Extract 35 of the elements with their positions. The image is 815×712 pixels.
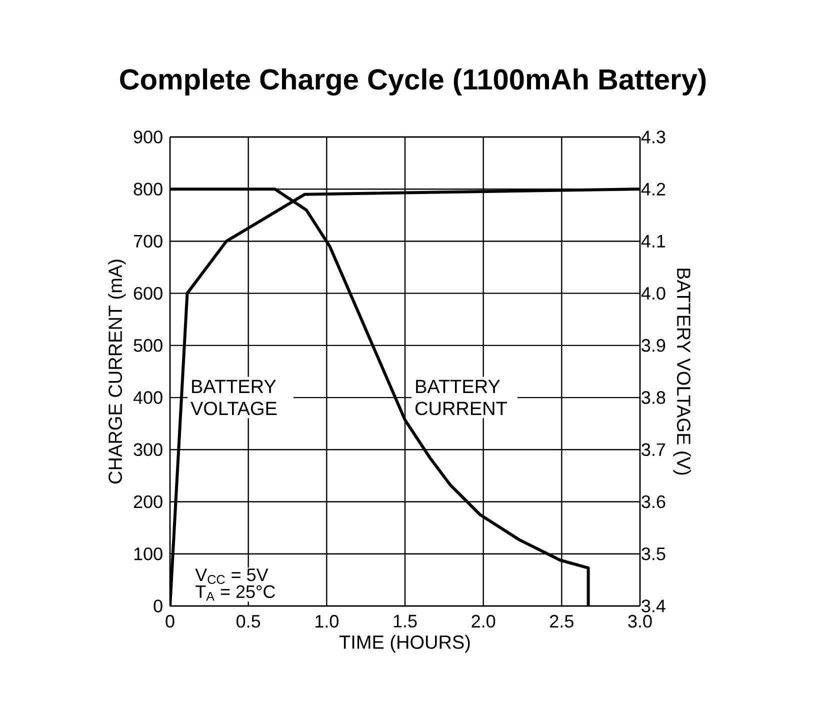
y-tick-label: 100 [134, 547, 162, 560]
y-axis-title: CHARGE CURRENT (mA) [108, 260, 126, 484]
y2-tick-label: 4.1 [641, 235, 666, 248]
y-tick-label: 600 [134, 286, 162, 300]
x-tick-label: 2.5 [550, 614, 574, 628]
x-tick-label: 0.5 [236, 614, 260, 628]
annotation: T$_{A}$ = 25°C [196, 585, 276, 601]
y2-tick-label: 3.4 [642, 600, 666, 612]
series-label: BATTERY CURRENT [415, 380, 507, 416]
y2-tick-label: 4.3 [641, 130, 666, 144]
y-tick-label: 800 [134, 182, 162, 196]
y2-tick-label: 4.2 [641, 182, 666, 196]
y2-tick-label: 3.7 [642, 443, 666, 456]
annotation: V$_{CC}$ = 5V [195, 568, 268, 584]
y2-axis-title: BATTERY VOLTAGE (V) [673, 268, 691, 475]
y2-tick-label: 3.8 [642, 391, 666, 404]
y-tick-label: 900 [134, 130, 162, 144]
y2-tick-label: 3.9 [642, 339, 666, 352]
series-label: BATTERY VOLTAGE [190, 380, 277, 416]
x-tick-label: 2.0 [472, 614, 496, 628]
y2-tick-label: 3.5 [642, 547, 666, 560]
x-tick-label: 1.0 [316, 614, 338, 628]
y-tick-label: 200 [134, 495, 162, 508]
y2-tick-label: 3.6 [642, 495, 666, 508]
y-tick-label: 500 [134, 339, 162, 352]
x-tick-label: 3.0 [628, 614, 652, 628]
y-tick-label: 300 [134, 443, 162, 456]
x-axis-title: TIME (HOURS) [339, 634, 470, 653]
x-tick-label: 1.5 [394, 614, 417, 628]
y-tick-label: 0 [154, 600, 162, 612]
chart-title: Complete Charge Cycle (1100mAh Battery) [120, 68, 706, 96]
y-tick-label: 700 [134, 234, 162, 248]
y-tick-label: 400 [133, 391, 162, 404]
x-tick-label: 0 [166, 614, 174, 628]
y2-tick-label: 4.0 [641, 286, 666, 300]
